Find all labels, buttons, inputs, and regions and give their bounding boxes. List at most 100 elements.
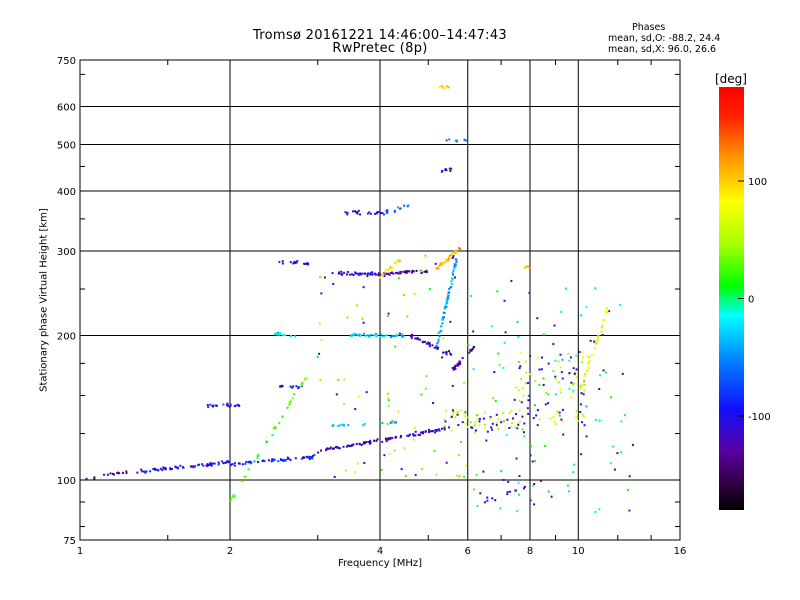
- data-point: [413, 426, 416, 429]
- data-point: [136, 471, 139, 474]
- data-point: [532, 484, 535, 487]
- data-point: [196, 464, 199, 467]
- data-point: [568, 359, 571, 362]
- data-point: [436, 347, 439, 350]
- data-point: [463, 411, 466, 414]
- data-point: [533, 503, 536, 506]
- data-point: [572, 389, 575, 392]
- data-point: [262, 459, 265, 462]
- data-point: [452, 368, 455, 371]
- data-point: [450, 254, 453, 257]
- data-point: [594, 342, 597, 345]
- data-point: [286, 457, 289, 460]
- data-point: [517, 481, 520, 484]
- data-point: [411, 334, 414, 337]
- data-point: [271, 434, 274, 437]
- data-point: [567, 352, 570, 355]
- data-point: [522, 431, 525, 434]
- data-point: [606, 309, 609, 312]
- data-point: [561, 377, 564, 380]
- data-point: [411, 269, 414, 272]
- data-point: [476, 414, 479, 417]
- data-point: [483, 426, 486, 429]
- data-point: [289, 458, 292, 461]
- data-point: [211, 462, 214, 465]
- x-tick-label: 6: [465, 546, 471, 557]
- data-point: [562, 420, 565, 423]
- data-point: [448, 291, 451, 294]
- data-point: [337, 272, 340, 275]
- data-point: [271, 458, 274, 461]
- data-point: [357, 209, 360, 212]
- data-point: [558, 414, 561, 417]
- data-point: [420, 270, 423, 273]
- data-point: [628, 475, 631, 478]
- data-point: [445, 85, 448, 88]
- data-point: [331, 424, 334, 427]
- data-point: [503, 299, 506, 302]
- data-point: [295, 261, 298, 264]
- data-point: [273, 458, 276, 461]
- data-point: [343, 424, 346, 427]
- data-point: [582, 356, 585, 359]
- data-point: [491, 422, 494, 425]
- data-point: [452, 410, 455, 413]
- data-point: [524, 266, 527, 269]
- data-point: [450, 353, 453, 356]
- data-point: [284, 333, 287, 336]
- data-point: [521, 428, 524, 431]
- data-point: [529, 499, 532, 502]
- data-point: [568, 490, 571, 493]
- data-point: [527, 399, 530, 402]
- data-point: [583, 383, 586, 386]
- data-point: [384, 271, 387, 274]
- data-point: [519, 351, 522, 354]
- data-point: [441, 316, 444, 319]
- data-point: [446, 297, 449, 300]
- data-point: [522, 394, 525, 397]
- data-point: [288, 401, 291, 404]
- data-point: [85, 477, 88, 480]
- data-point: [550, 495, 553, 498]
- data-point: [209, 403, 212, 406]
- data-point: [343, 271, 346, 274]
- data-point: [394, 436, 397, 439]
- data-point: [381, 440, 384, 443]
- data-point: [587, 361, 590, 364]
- data-point: [278, 260, 281, 263]
- data-point: [496, 290, 499, 293]
- data-point: [140, 468, 143, 471]
- data-point: [407, 204, 410, 207]
- data-point: [506, 490, 509, 493]
- data-point: [412, 438, 415, 441]
- data-point: [596, 336, 599, 339]
- data-point: [377, 273, 380, 276]
- data-point: [234, 405, 237, 408]
- data-point: [437, 346, 440, 349]
- data-point: [581, 421, 584, 424]
- data-point: [397, 272, 400, 275]
- data-point: [454, 258, 457, 261]
- data-point: [457, 424, 460, 427]
- data-point: [320, 292, 323, 295]
- data-point: [346, 270, 349, 273]
- data-point: [398, 277, 401, 280]
- data-point: [474, 429, 477, 432]
- data-point: [547, 490, 550, 493]
- data-point: [144, 471, 147, 474]
- data-point: [234, 462, 237, 465]
- data-point: [595, 339, 598, 342]
- data-point: [439, 262, 442, 265]
- data-point: [428, 342, 431, 345]
- data-point: [588, 356, 591, 359]
- data-point: [297, 387, 300, 390]
- data-point: [621, 372, 624, 375]
- data-point: [528, 291, 531, 294]
- data-point: [289, 385, 292, 388]
- data-point: [411, 271, 414, 274]
- data-point: [469, 421, 472, 424]
- data-point: [450, 167, 453, 170]
- data-point: [420, 393, 423, 396]
- data-point: [376, 212, 379, 215]
- data-point: [338, 271, 341, 274]
